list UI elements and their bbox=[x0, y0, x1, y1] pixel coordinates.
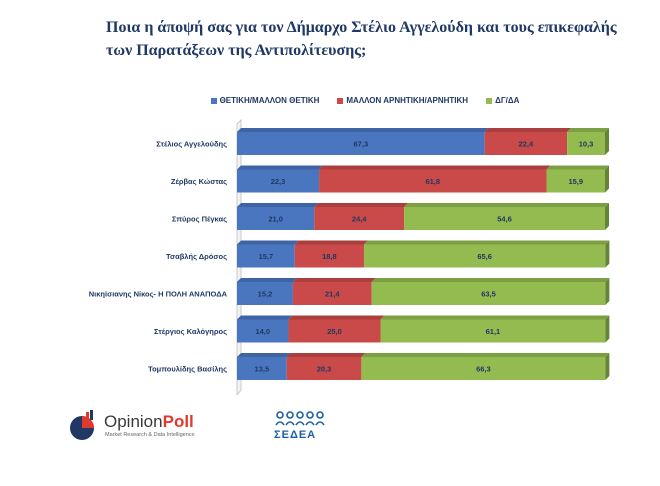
data-label: 25,0 bbox=[327, 327, 342, 336]
data-label: 22,4 bbox=[519, 140, 534, 149]
category-label: Νικηϊσιανης Νίκος- Η ΠΟΛΗ ΑΝΑΠΟΔΑ bbox=[89, 290, 228, 299]
bar-side-face bbox=[605, 315, 610, 343]
bar-segment bbox=[288, 319, 381, 343]
bar-segment bbox=[404, 207, 605, 230]
bar-top-face bbox=[319, 165, 551, 170]
data-label: 67,3 bbox=[354, 140, 369, 149]
stacked-bar-chart: Στέλιος Αγγελούδης 67,3 22,4 10,3 Ζέρβας Κώσ… bbox=[89, 119, 610, 396]
bar-segment bbox=[294, 244, 364, 268]
legend-swatch-dkna bbox=[486, 97, 493, 104]
bar-top-face bbox=[380, 315, 610, 320]
bar-segment bbox=[237, 132, 485, 155]
sedea-logo-icon bbox=[275, 411, 325, 426]
bar-segment bbox=[237, 169, 320, 193]
bar-top-face bbox=[286, 353, 366, 357]
legend-label-negative: ΜΑΛΛΟΝ ΑΡΝΗΤΙΚΗ/ΑΡΝΗΤΙΚΗ bbox=[346, 96, 469, 105]
data-label: 22,3 bbox=[271, 177, 286, 186]
bar-segment bbox=[380, 319, 606, 343]
bar-top-face bbox=[363, 240, 610, 245]
legend-label-dkna: ΔΓ/ΔΑ bbox=[495, 96, 520, 105]
data-label: 61,1 bbox=[486, 327, 501, 336]
data-label: 54,6 bbox=[497, 215, 512, 224]
bar-side-face bbox=[605, 353, 610, 380]
bar-top-face bbox=[484, 128, 572, 132]
data-label: 13,5 bbox=[255, 365, 270, 374]
opinion-poll-logo: OpinionPoll Market Research & Data Intel… bbox=[68, 410, 218, 444]
data-label: 21,4 bbox=[325, 290, 340, 299]
data-label: 65,6 bbox=[477, 252, 492, 261]
bar-segment bbox=[363, 244, 606, 268]
data-label: 63,5 bbox=[481, 290, 496, 299]
legend-label-positive: ΘΕΤΙΚΗ/ΜΑΛΛΟΝ ΘΕΤΙΚΗ bbox=[219, 96, 320, 105]
bar-top-face bbox=[371, 278, 610, 282]
bar-side-face bbox=[605, 203, 609, 230]
bar-top-face bbox=[292, 278, 376, 282]
bar-segment bbox=[237, 357, 287, 380]
data-label: 18,8 bbox=[322, 252, 337, 261]
bar-side-face bbox=[605, 278, 610, 305]
legend-item-positive: ΘΕΤΙΚΗ/ΜΑΛΛΟΝ ΘΕΤΙΚΗ bbox=[210, 96, 320, 105]
bar-top-face bbox=[404, 203, 609, 207]
opinion-poll-logo-icon bbox=[70, 410, 94, 440]
bar-segment bbox=[546, 169, 605, 193]
legend-swatch-positive bbox=[210, 97, 217, 104]
bar-segment bbox=[237, 282, 293, 305]
legend-item-dkna: ΔΓ/ΔΑ bbox=[486, 96, 519, 105]
legend-item-negative: ΜΑΛΛΟΝ ΑΡΝΗΤΙΚΗ/ΑΡΝΗΤΙΚΗ bbox=[337, 96, 468, 105]
category-label: Τομπουλίδης Βασίλης bbox=[148, 365, 227, 374]
bar-segment bbox=[292, 282, 372, 305]
bar-top-face bbox=[237, 353, 291, 357]
bar-segment bbox=[319, 169, 547, 193]
bar-side-face bbox=[605, 165, 609, 193]
data-label: 15,9 bbox=[568, 177, 583, 186]
category-label: Τσαβλής Δρόσος bbox=[166, 252, 227, 261]
bar-segment bbox=[314, 207, 405, 230]
data-label: 21,0 bbox=[268, 215, 283, 224]
bar-segment bbox=[567, 132, 605, 155]
category-label: Στέργιος Καλόγηρος bbox=[154, 327, 227, 336]
bar-segment bbox=[361, 357, 606, 380]
bar-top-face bbox=[237, 278, 297, 282]
bar-top-face bbox=[237, 240, 299, 245]
bar-segment bbox=[237, 244, 295, 268]
bar-segment bbox=[484, 132, 568, 155]
bar-top-face bbox=[237, 315, 293, 320]
category-label: Σπύρος Πέγκας bbox=[172, 215, 227, 224]
bar-top-face bbox=[237, 203, 319, 207]
data-label: 15,2 bbox=[258, 290, 273, 299]
data-label: 14,0 bbox=[255, 327, 270, 336]
bar-top-face bbox=[294, 240, 368, 245]
legend-swatch-negative bbox=[337, 97, 344, 104]
sedea-name: ΣΕΔΕΑ bbox=[274, 429, 317, 441]
bar-top-face bbox=[361, 353, 610, 357]
bar-top-face bbox=[314, 203, 409, 207]
data-label: 15,7 bbox=[259, 252, 274, 261]
opinion-poll-name: OpinionPoll bbox=[104, 412, 194, 431]
data-label: 24,4 bbox=[352, 215, 367, 224]
bar-segment bbox=[371, 282, 606, 305]
sedea-logo: ΣΕΔΕΑ bbox=[270, 410, 344, 442]
opinion-poll-tagline: Market Research & Data Intelligence bbox=[105, 432, 195, 438]
bar-top-face bbox=[546, 165, 609, 170]
bar-top-face bbox=[237, 165, 324, 170]
bar-side-face bbox=[605, 240, 610, 268]
data-label: 61,8 bbox=[425, 177, 440, 186]
bar-segment bbox=[286, 357, 362, 380]
data-label: 10,3 bbox=[579, 140, 594, 149]
bar-side-face bbox=[605, 128, 609, 155]
category-label: Στέλιος Αγγελούδης bbox=[156, 140, 227, 149]
bar-segment bbox=[237, 319, 289, 343]
data-label: 66,3 bbox=[476, 365, 491, 374]
chart-title: Ποια η άποψή σας για τον Δήμαρχο Στέλιο … bbox=[106, 19, 617, 59]
bar-top-face bbox=[567, 128, 609, 132]
legend: ΘΕΤΙΚΗ/ΜΑΛΛΟΝ ΘΕΤΙΚΗ ΜΑΛΛΟΝ ΑΡΝΗΤΙΚΗ/ΑΡΝ… bbox=[0, 96, 660, 105]
category-label: Ζέρβας Κώστας bbox=[171, 177, 227, 186]
data-label: 20,3 bbox=[317, 365, 332, 374]
bar-segment bbox=[237, 207, 315, 230]
bar-top-face bbox=[288, 315, 385, 320]
bar-top-face bbox=[237, 128, 489, 132]
